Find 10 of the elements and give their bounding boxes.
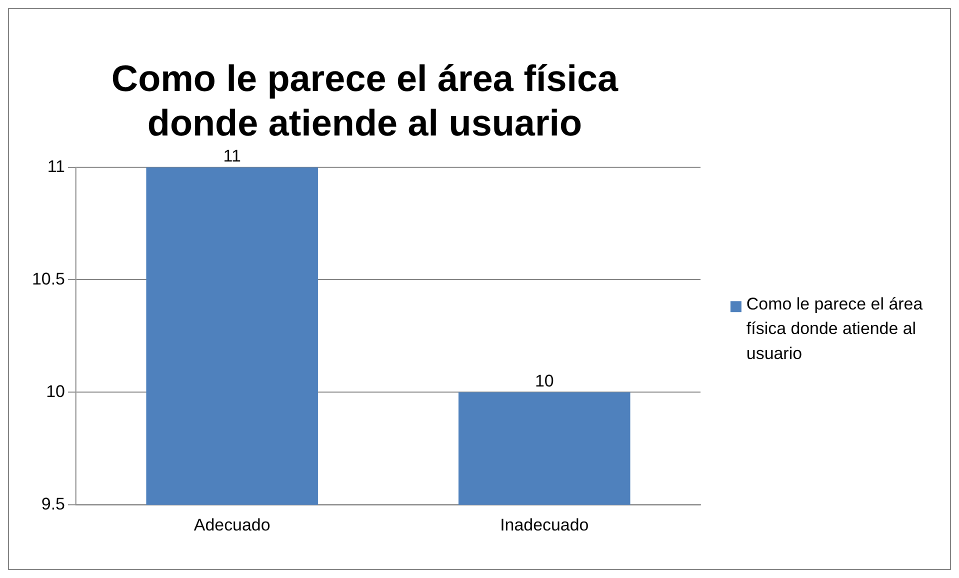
data-label: 11 [223, 146, 241, 166]
data-label: 10 [534, 372, 554, 391]
legend-label: Como le parece el área física donde atiende al usuario [746, 294, 924, 364]
y-tick-label: 10.5 [32, 269, 65, 288]
y-tick-label: 10 [46, 382, 65, 401]
y-tick-label: 9.5 [41, 494, 65, 514]
chart-title: Como le parece el área física donde atiende al usuario [111, 58, 619, 144]
x-tick-label: Inadecuado [500, 516, 589, 535]
x-tick-label: Adecuado [194, 516, 270, 535]
y-tick-label: 11 [47, 156, 65, 176]
